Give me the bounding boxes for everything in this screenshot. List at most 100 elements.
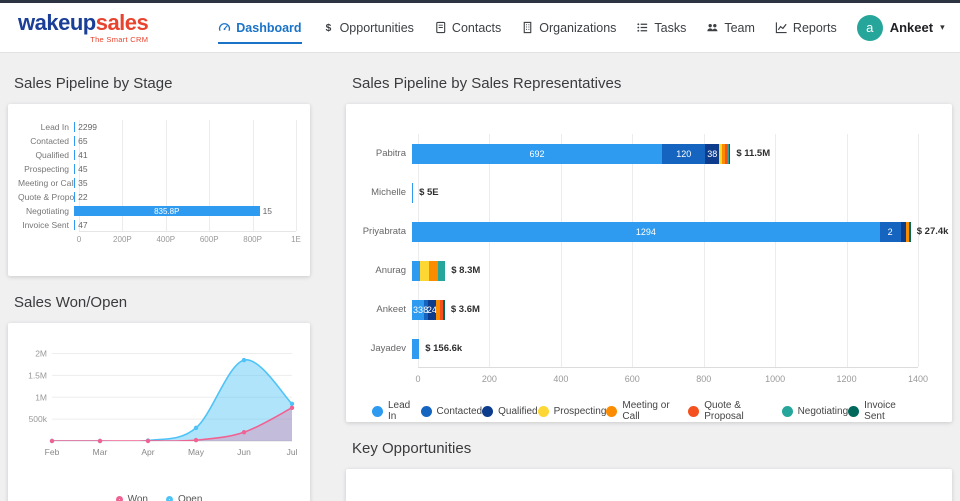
x-tick-label: 400P bbox=[156, 235, 176, 244]
bar[interactable] bbox=[74, 178, 76, 188]
data-point[interactable] bbox=[289, 401, 295, 407]
bar-value-label: 41 bbox=[78, 150, 88, 160]
bar-value-label: 65 bbox=[78, 136, 88, 146]
x-tick-label: 600 bbox=[624, 374, 640, 384]
bar-segment-lead-in[interactable]: 33 bbox=[412, 299, 424, 320]
user-menu[interactable]: a Ankeet ▾ bbox=[856, 14, 945, 41]
bar[interactable] bbox=[74, 150, 76, 160]
bar-segment-lead-in[interactable] bbox=[412, 260, 420, 281]
nav-item-reports[interactable]: Reports bbox=[775, 12, 837, 44]
chart-row: Prospecting 45 bbox=[18, 162, 302, 176]
bar-segment-contacted[interactable]: 8 bbox=[423, 299, 428, 320]
bar[interactable] bbox=[74, 220, 76, 230]
legend-item-negotiating[interactable]: Negotiating bbox=[781, 400, 848, 422]
won-open-legend: Won Open bbox=[18, 494, 300, 501]
bar-segment-quote-proposal[interactable] bbox=[724, 143, 727, 164]
nav-item-organizations[interactable]: Organizations bbox=[521, 12, 616, 44]
category-label: Invoice Sent bbox=[22, 220, 69, 230]
x-tick-label: 1E bbox=[291, 235, 301, 244]
bar-value-label: 45 bbox=[78, 164, 88, 174]
legend-label: Prospecting bbox=[553, 405, 607, 417]
bar-segment-lead-in[interactable] bbox=[412, 182, 414, 203]
chart-row: Lead In 2299 bbox=[18, 120, 302, 134]
key-opportunities-card bbox=[346, 469, 952, 501]
team-icon bbox=[706, 21, 719, 34]
bar-segment-contacted[interactable]: 2 bbox=[879, 221, 901, 242]
legend-item-invoice-sent[interactable]: Invoice Sent bbox=[848, 400, 918, 422]
bar-total-label: $ 3.6M bbox=[450, 304, 480, 315]
stage-chart-title: Sales Pipeline by Stage bbox=[14, 75, 173, 92]
bar-segment-prospecting[interactable] bbox=[719, 143, 723, 164]
bar-segment-meeting-or-call[interactable] bbox=[722, 143, 725, 164]
data-point[interactable] bbox=[145, 438, 151, 444]
legend-label: Meeting or Call bbox=[622, 400, 670, 422]
chart-row: Negotiating 835.8P 15 bbox=[18, 204, 302, 218]
svg-text:Mar: Mar bbox=[93, 447, 108, 457]
svg-text:Apr: Apr bbox=[141, 447, 154, 457]
nav-item-contacts[interactable]: Contacts bbox=[434, 12, 501, 44]
chart-row: Ankeet 33 8 24 $ 3.6M bbox=[360, 290, 918, 329]
legend-item-lead-in[interactable]: Lead In bbox=[372, 400, 421, 422]
data-point[interactable] bbox=[241, 357, 247, 363]
legend-item-won[interactable]: Won bbox=[115, 494, 148, 501]
legend-item-qualified[interactable]: Qualified bbox=[482, 400, 538, 422]
chart-row: Anurag $ 8.3M bbox=[360, 251, 918, 290]
nav-item-label: Team bbox=[724, 20, 755, 35]
bar-segment-invoice-sent[interactable] bbox=[908, 221, 911, 242]
category-label: Priyabrata bbox=[362, 226, 406, 237]
bar[interactable]: 835.8P bbox=[74, 206, 260, 216]
reps-chart-card: Pabitra 692 120 38 $ 11.5M Michelle $ 5E Priyab… bbox=[346, 104, 952, 422]
nav-item-team[interactable]: Team bbox=[706, 12, 755, 44]
data-point[interactable] bbox=[193, 425, 199, 431]
bar-segment-contacted[interactable]: 120 bbox=[662, 143, 706, 164]
bar[interactable] bbox=[74, 164, 76, 174]
x-tick-label: 800 bbox=[696, 374, 712, 384]
bar[interactable] bbox=[74, 122, 76, 132]
bar-segment-lead-in[interactable] bbox=[412, 338, 420, 359]
bar[interactable] bbox=[74, 192, 76, 202]
category-label: Anurag bbox=[375, 265, 406, 276]
data-point[interactable] bbox=[193, 437, 199, 443]
data-point[interactable] bbox=[289, 405, 295, 410]
data-point[interactable] bbox=[97, 438, 103, 444]
contacts-icon bbox=[434, 21, 447, 34]
bar-segment-meeting-or-call[interactable] bbox=[436, 299, 440, 320]
category-label: Lead In bbox=[40, 122, 69, 132]
data-point[interactable] bbox=[241, 430, 247, 435]
stage-chart-card: Lead In 2299 Contacted 65 Qualified 41 Prospec… bbox=[8, 104, 310, 276]
x-tick-label: 200 bbox=[481, 374, 497, 384]
bar[interactable] bbox=[74, 136, 76, 146]
bar-segment-lead-in[interactable]: 692 bbox=[412, 143, 663, 164]
bar-segment-prospecting[interactable] bbox=[419, 260, 430, 281]
legend-item-contacted[interactable]: Contacted bbox=[420, 400, 482, 422]
reps-chart-rows: Pabitra 692 120 38 $ 11.5M Michelle $ 5E Priyab… bbox=[360, 134, 948, 368]
legend-item-quote-proposal[interactable]: Quote & Proposal bbox=[688, 400, 781, 422]
category-label: Michelle bbox=[371, 187, 406, 198]
won-open-chart-title: Sales Won/Open bbox=[14, 294, 128, 311]
svg-text:1M: 1M bbox=[35, 392, 47, 402]
bar-segment-meeting-or-call[interactable] bbox=[905, 221, 909, 242]
brand-word-secondary: sales bbox=[95, 9, 149, 35]
legend-item-prospecting[interactable]: Prospecting bbox=[537, 400, 607, 422]
bar-segment-meeting-or-call[interactable] bbox=[429, 260, 438, 281]
bar-segment-qualified[interactable]: 38 bbox=[705, 143, 720, 164]
nav-item-opportunities[interactable]: $ Opportunities bbox=[322, 12, 414, 44]
bar-segment-invoice-sent[interactable] bbox=[442, 299, 445, 320]
nav-item-tasks[interactable]: Tasks bbox=[636, 12, 686, 44]
legend-item-meeting-or-call[interactable]: Meeting or Call bbox=[606, 400, 688, 422]
brand-word-primary: wakeup bbox=[18, 9, 96, 35]
brand-logo[interactable]: wakeupsales The Smart CRM bbox=[18, 9, 149, 44]
bar-segment-negotiating[interactable] bbox=[726, 143, 729, 164]
nav-item-dashboard[interactable]: Dashboard bbox=[218, 12, 302, 44]
bar-value-label: 35 bbox=[78, 178, 88, 188]
bar-segment-qualified[interactable] bbox=[900, 221, 906, 242]
nav-item-label: Tasks bbox=[654, 20, 687, 35]
bar-segment-qualified[interactable]: 24 bbox=[427, 299, 437, 320]
data-point[interactable] bbox=[49, 438, 55, 444]
bar-segment-quote-proposal[interactable] bbox=[439, 299, 443, 320]
bar-segment-invoice-sent[interactable] bbox=[728, 143, 731, 164]
legend-item-open[interactable]: Open bbox=[165, 494, 202, 501]
bar-segment-negotiating[interactable] bbox=[438, 260, 446, 281]
bar-segment-lead-in[interactable]: 1294 bbox=[412, 221, 880, 242]
chart-row: Meeting or Call 35 bbox=[18, 176, 302, 190]
